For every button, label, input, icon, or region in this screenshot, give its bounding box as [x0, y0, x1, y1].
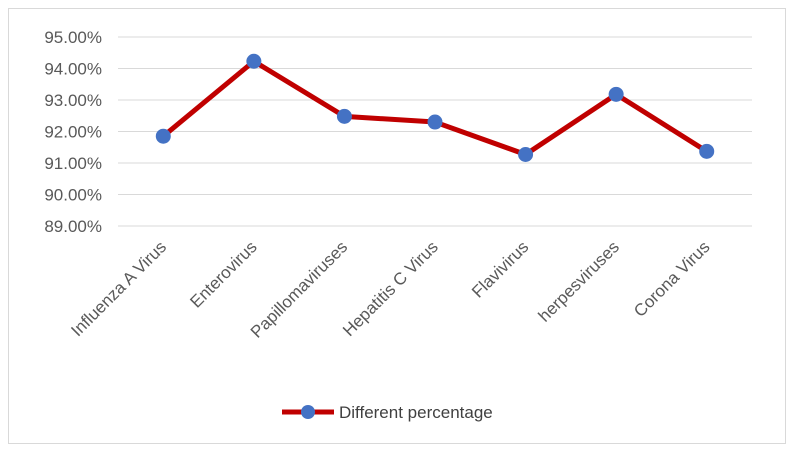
gridlines: [118, 36, 752, 195]
x-axis-labels: Influenza A Virus EnterovirusPapillomavir…: [67, 237, 713, 341]
x-tick-label: Hepatitis C Virus: [339, 237, 442, 340]
data-point: [427, 114, 443, 130]
legend-label: Different percentage: [339, 403, 493, 422]
data-point: [155, 128, 171, 144]
data-point: [518, 146, 534, 162]
y-tick-label: 89.00%: [44, 217, 102, 236]
data-point: [608, 86, 624, 102]
y-tick-label: 93.00%: [44, 91, 102, 110]
y-axis-labels: 89.00% 90.00% 91.00% 92.00% 93.00% 94.00% 95.0…: [44, 28, 102, 236]
x-tick-label: Corona Virus: [630, 237, 713, 320]
y-tick-label: 95.00%: [44, 28, 102, 47]
x-tick-label: herpesviruses: [535, 237, 623, 325]
y-tick-label: 90.00%: [44, 186, 102, 205]
data-point: [336, 108, 352, 124]
x-tick-label: Flavivirus: [468, 237, 532, 301]
data-point: [246, 53, 262, 69]
series-group: [155, 53, 715, 162]
series-line: [160, 58, 710, 157]
data-point: [699, 143, 715, 159]
x-tick-label: Enterovirus: [186, 237, 260, 311]
y-tick-label: 94.00%: [44, 60, 102, 79]
x-tick-label: Papillomaviruses: [247, 237, 351, 341]
legend-marker-swatch: [301, 405, 315, 419]
x-tick-label: Influenza A Virus: [67, 237, 170, 340]
y-tick-label: 92.00%: [44, 123, 102, 142]
legend: Different percentage: [282, 403, 493, 422]
y-tick-label: 91.00%: [44, 154, 102, 173]
